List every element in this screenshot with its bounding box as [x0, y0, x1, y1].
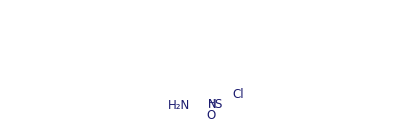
Text: S: S: [215, 98, 222, 111]
Text: H₂N: H₂N: [168, 99, 190, 112]
Text: H: H: [208, 99, 216, 109]
Text: N: N: [208, 98, 216, 110]
Text: O: O: [206, 109, 215, 122]
Text: Cl: Cl: [232, 88, 243, 101]
